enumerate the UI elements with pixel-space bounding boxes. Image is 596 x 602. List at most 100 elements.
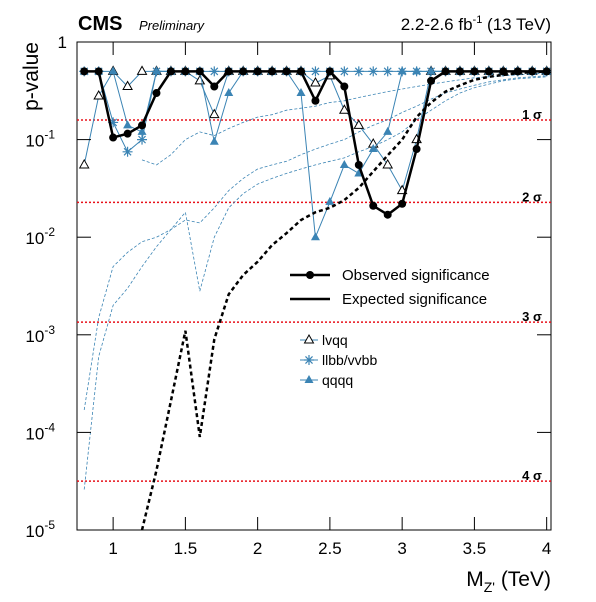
- y-tick-exp: -2: [44, 225, 55, 239]
- y-tick-base: 10: [25, 132, 44, 151]
- x-tick-label: 1: [108, 539, 117, 558]
- marker: [426, 66, 436, 75]
- sigma-label: 3 σ: [522, 309, 542, 324]
- y-tick-base: 10: [25, 229, 44, 248]
- x-axis-label: MZ' (TeV): [466, 568, 551, 595]
- marker: [108, 66, 118, 75]
- marker: [78, 158, 90, 169]
- chart-subtitle: Preliminary: [139, 18, 206, 33]
- expected-channel-line: [141, 72, 547, 166]
- x-tick-label: 1.5: [174, 539, 198, 558]
- marker: [152, 89, 161, 98]
- sigma-label: 4 σ: [522, 468, 542, 483]
- marker: [455, 67, 464, 76]
- y-tick-label: 1: [58, 33, 67, 52]
- marker: [397, 66, 407, 75]
- chart-title: CMS: [78, 13, 122, 35]
- marker: [303, 333, 315, 344]
- legend-label: lvqq: [322, 332, 348, 348]
- x-tick-label: 4: [542, 539, 551, 558]
- marker: [339, 66, 350, 77]
- marker: [138, 121, 147, 130]
- marker: [296, 88, 306, 97]
- marker: [151, 66, 161, 75]
- marker: [382, 158, 394, 169]
- marker: [123, 129, 132, 138]
- x-tick-label: 3.5: [463, 539, 487, 558]
- marker: [208, 108, 220, 119]
- y-tick-exp: -1: [44, 128, 55, 142]
- marker: [383, 126, 393, 135]
- marker: [353, 66, 364, 77]
- marker: [304, 355, 314, 365]
- marker: [224, 88, 234, 97]
- lumi: 2.2-2.6 fb: [401, 15, 473, 34]
- marker: [528, 67, 537, 76]
- lumi-sup: -1: [473, 14, 483, 26]
- x-axis-label-sub: Z': [484, 579, 495, 595]
- marker: [542, 67, 551, 76]
- marker: [122, 80, 133, 90]
- marker: [166, 67, 175, 76]
- y-tick-base: 10: [25, 327, 44, 346]
- marker: [353, 119, 365, 129]
- legend-label: Observed significance: [342, 267, 490, 284]
- marker: [306, 271, 314, 279]
- marker: [209, 136, 219, 145]
- marker: [195, 67, 204, 76]
- marker: [310, 66, 321, 77]
- marker: [310, 76, 321, 87]
- marker: [80, 67, 89, 76]
- marker: [93, 89, 105, 100]
- legend-label: qqqq: [322, 372, 353, 388]
- y-tick-exp: -3: [44, 323, 55, 337]
- marker: [484, 67, 493, 76]
- lumi-label: 2.2-2.6 fb-1 (13 TeV): [401, 14, 551, 34]
- marker: [325, 67, 334, 76]
- y-tick-exp: -5: [44, 518, 55, 532]
- y-tick-label: 10-5: [25, 518, 55, 541]
- marker: [412, 145, 421, 154]
- marker: [122, 146, 133, 157]
- marker: [304, 375, 314, 383]
- marker: [369, 201, 378, 210]
- sigma-label: 2 σ: [522, 189, 542, 204]
- marker: [282, 67, 291, 76]
- marker: [253, 67, 262, 76]
- marker: [398, 199, 407, 208]
- y-tick-label: 10-1: [25, 128, 55, 151]
- expected-channel-line: [83, 75, 547, 410]
- sigma-label: 1 σ: [522, 107, 542, 122]
- y-tick-base: 10: [25, 424, 44, 443]
- marker: [368, 144, 378, 153]
- marker: [383, 210, 392, 219]
- series-line: [140, 70, 547, 530]
- marker: [108, 117, 119, 128]
- series-line: [83, 70, 547, 192]
- marker: [137, 134, 148, 145]
- marker: [224, 67, 233, 76]
- energy-text: (13 TeV): [487, 15, 551, 34]
- marker: [513, 67, 522, 76]
- x-axis-label-main: M: [466, 568, 484, 591]
- x-tick-label: 2.5: [318, 539, 342, 558]
- marker: [94, 67, 103, 76]
- marker: [210, 82, 219, 91]
- marker: [412, 66, 422, 75]
- x-tick-label: 3: [397, 539, 406, 558]
- marker: [268, 67, 277, 76]
- marker: [325, 196, 335, 205]
- marker: [338, 104, 350, 114]
- marker: [427, 76, 436, 85]
- marker: [368, 66, 379, 77]
- marker: [239, 67, 248, 76]
- legend-label: llbb/vvbb: [322, 352, 377, 368]
- legend-label: Expected significance: [342, 291, 487, 308]
- plot-frame: [76, 41, 552, 531]
- marker: [382, 66, 393, 77]
- marker: [499, 67, 508, 76]
- y-tick-base: 10: [25, 522, 44, 541]
- y-tick-label: 10-3: [25, 323, 55, 346]
- marker: [470, 67, 479, 76]
